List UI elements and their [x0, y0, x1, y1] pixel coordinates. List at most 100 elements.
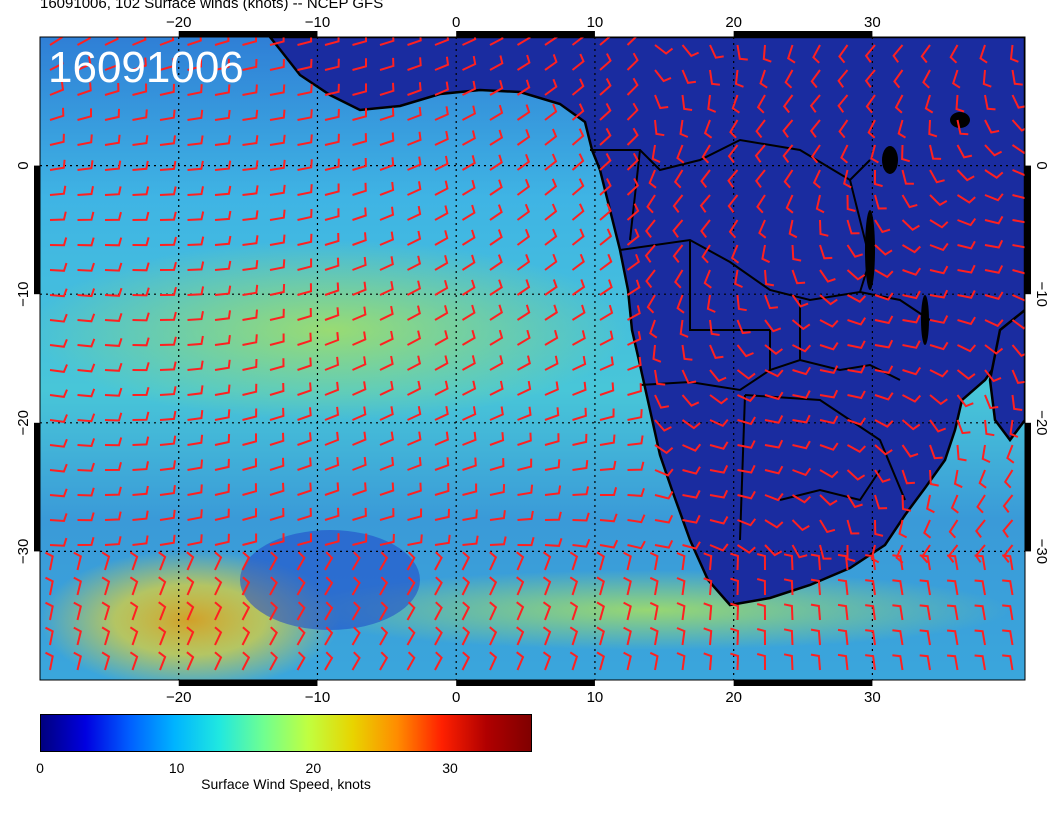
wind-barb	[791, 544, 808, 559]
lat-tick-label: −10	[15, 281, 32, 306]
wind-barb	[700, 219, 711, 238]
wind-barb	[649, 319, 658, 339]
lat-tick-label: 0	[15, 161, 32, 169]
wind-barb	[77, 363, 96, 373]
wind-barb	[847, 340, 866, 350]
wind-barb	[676, 577, 686, 596]
wind-barb	[297, 159, 313, 171]
wind-barb	[542, 626, 552, 646]
wind-barb	[838, 44, 849, 64]
wind-barb	[679, 319, 689, 338]
wind-barb	[379, 431, 395, 446]
wind-barb	[572, 512, 590, 522]
wind-barb	[269, 576, 278, 596]
wind-barb	[782, 94, 794, 114]
wind-barb	[296, 651, 306, 671]
wind-barb	[159, 135, 176, 146]
wind-barb	[736, 294, 747, 312]
wind-barb	[810, 144, 821, 164]
wind-barb	[297, 208, 313, 221]
wind-barb	[129, 626, 139, 646]
wind-barb	[242, 160, 259, 171]
wind-barb	[791, 519, 810, 532]
wind-barb	[627, 461, 645, 471]
wind-barb	[351, 626, 361, 646]
wind-barb	[599, 539, 619, 549]
wind-barb	[784, 69, 794, 89]
wind-barb	[709, 394, 729, 405]
wind-barb	[874, 469, 891, 483]
wind-barb	[707, 94, 717, 113]
wind-barb	[984, 369, 1002, 383]
wind-barb	[544, 459, 561, 471]
wind-barb	[654, 491, 674, 500]
wind-barb	[159, 410, 177, 421]
wind-barb	[214, 576, 223, 596]
wind-barb	[379, 206, 395, 221]
great-lakes	[865, 112, 970, 345]
wind-barb	[623, 601, 632, 621]
wind-barb	[297, 382, 312, 396]
wind-barb	[681, 344, 693, 361]
wind-barb	[187, 385, 204, 396]
wind-barb	[434, 482, 450, 496]
wind-barb	[242, 533, 258, 546]
wind-barb	[929, 289, 949, 299]
lon-tick-label: −20	[166, 14, 191, 31]
wind-barb	[627, 435, 644, 446]
wind-barb	[846, 494, 863, 509]
wind-barb	[700, 169, 711, 189]
wind-barb	[674, 269, 684, 289]
wind-barb	[187, 236, 205, 246]
wind-barb	[929, 394, 948, 406]
wind-barb	[352, 507, 367, 521]
wind-barb	[892, 654, 904, 671]
wind-barb	[49, 211, 67, 221]
wind-barb	[214, 235, 232, 246]
wind-barb	[901, 194, 918, 209]
wind-barb	[764, 294, 778, 310]
wind-barb	[324, 507, 340, 521]
wind-barb	[1009, 419, 1019, 438]
wind-barb	[352, 133, 368, 146]
wind-barb	[407, 431, 422, 446]
wind-barb	[676, 144, 685, 164]
wind-barb	[901, 444, 919, 458]
wind-barb	[269, 234, 286, 246]
wind-barb	[874, 194, 887, 210]
wind-barb	[407, 406, 422, 421]
wind-barb	[984, 94, 996, 111]
wind-barb	[654, 394, 670, 409]
wind-barb	[296, 551, 306, 571]
wind-barb	[919, 554, 931, 571]
wind-barb	[709, 319, 720, 336]
wind-barb	[874, 315, 894, 325]
wind-barb	[544, 279, 558, 296]
wind-barb	[727, 144, 739, 164]
wind-barb	[672, 219, 684, 238]
wind-barb	[600, 487, 618, 496]
wind-barb	[324, 232, 340, 246]
wind-barb	[297, 482, 312, 496]
wind-barb	[672, 194, 684, 213]
wind-barb	[296, 626, 306, 646]
wind-barb	[627, 305, 641, 321]
wind-barb	[864, 69, 876, 88]
wind-barb	[132, 287, 150, 297]
wind-barb	[901, 469, 915, 485]
wind-barb	[737, 394, 757, 403]
wind-barb	[159, 336, 177, 346]
wind-barb	[407, 255, 422, 271]
wind-barb	[571, 128, 585, 146]
wind-barb	[703, 269, 712, 289]
wind-barbs	[45, 37, 1025, 671]
wind-barb	[571, 53, 585, 71]
wind-barb	[132, 186, 150, 196]
wind-barb	[599, 253, 613, 271]
wind-barb	[596, 576, 605, 596]
wind-barb	[920, 44, 931, 64]
wind-barb	[379, 651, 389, 671]
wind-barb	[407, 106, 422, 121]
wind-barb	[819, 294, 838, 306]
wind-barb	[682, 466, 701, 475]
